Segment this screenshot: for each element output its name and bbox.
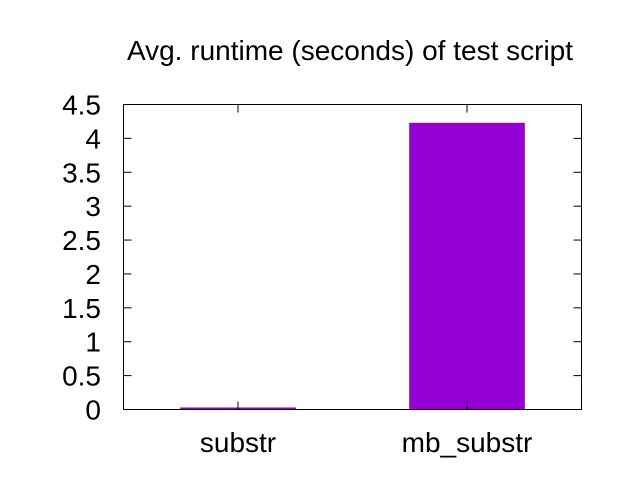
x-axis: substr mb_substr xyxy=(200,104,533,458)
y-tick-label: 4.5 xyxy=(62,90,101,121)
y-tick-label: 4 xyxy=(85,123,101,154)
bar-mb-substr xyxy=(409,122,525,410)
y-tick-label: 0 xyxy=(85,395,101,426)
y-tick-label: 2.5 xyxy=(62,225,101,256)
y-tick-label: 3.5 xyxy=(62,157,101,188)
y-tick-label: 1 xyxy=(85,327,101,358)
y-tick-label: 1.5 xyxy=(62,293,101,324)
y-axis: 00.511.522.533.544.5 xyxy=(62,90,582,426)
y-tick-label: 0.5 xyxy=(62,361,101,392)
x-tick-label: mb_substr xyxy=(402,427,533,458)
bars-group xyxy=(180,122,525,410)
x-tick-label: substr xyxy=(200,427,276,458)
y-tick-label: 2 xyxy=(85,259,101,290)
chart-title: Avg. runtime (seconds) of test script xyxy=(127,35,573,66)
y-tick-label: 3 xyxy=(85,191,101,222)
plot-frame xyxy=(123,104,582,410)
